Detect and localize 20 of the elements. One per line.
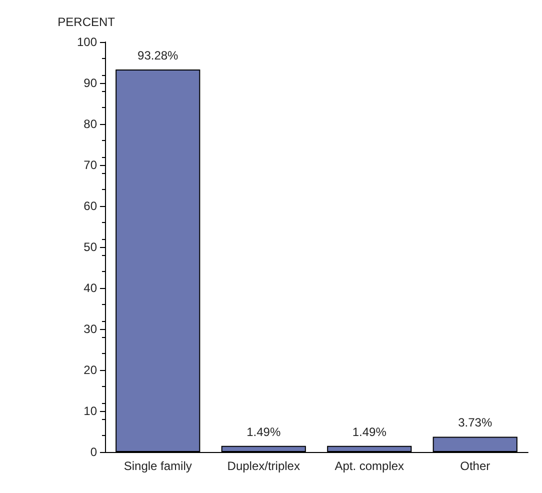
y-tick-label: 40 [84, 281, 98, 295]
y-axis-title: PERCENT [58, 15, 116, 29]
x-tick-label: Other [460, 459, 490, 473]
data-label: 1.49% [246, 424, 281, 439]
data-label: 93.28% [138, 48, 179, 63]
y-tick-label: 50 [84, 240, 98, 254]
y-tick-label: 60 [84, 199, 98, 213]
y-tick-label: 10 [84, 404, 98, 418]
y-tick-label: 80 [84, 117, 98, 131]
y-tick-label: 0 [90, 445, 98, 459]
y-tick-label: 100 [76, 35, 98, 49]
y-tick-label: 20 [84, 363, 98, 377]
x-tick-label: Single family [124, 459, 192, 473]
data-label: 3.73% [458, 416, 492, 430]
x-tick-label: Apt. complex [334, 459, 404, 473]
x-tick-label: Duplex/triplex [227, 459, 300, 473]
y-tick-label: 70 [84, 158, 98, 172]
data-label: 1.49% [352, 424, 387, 439]
y-tick-label: 90 [84, 76, 98, 90]
y-tick-label: 30 [84, 322, 98, 336]
